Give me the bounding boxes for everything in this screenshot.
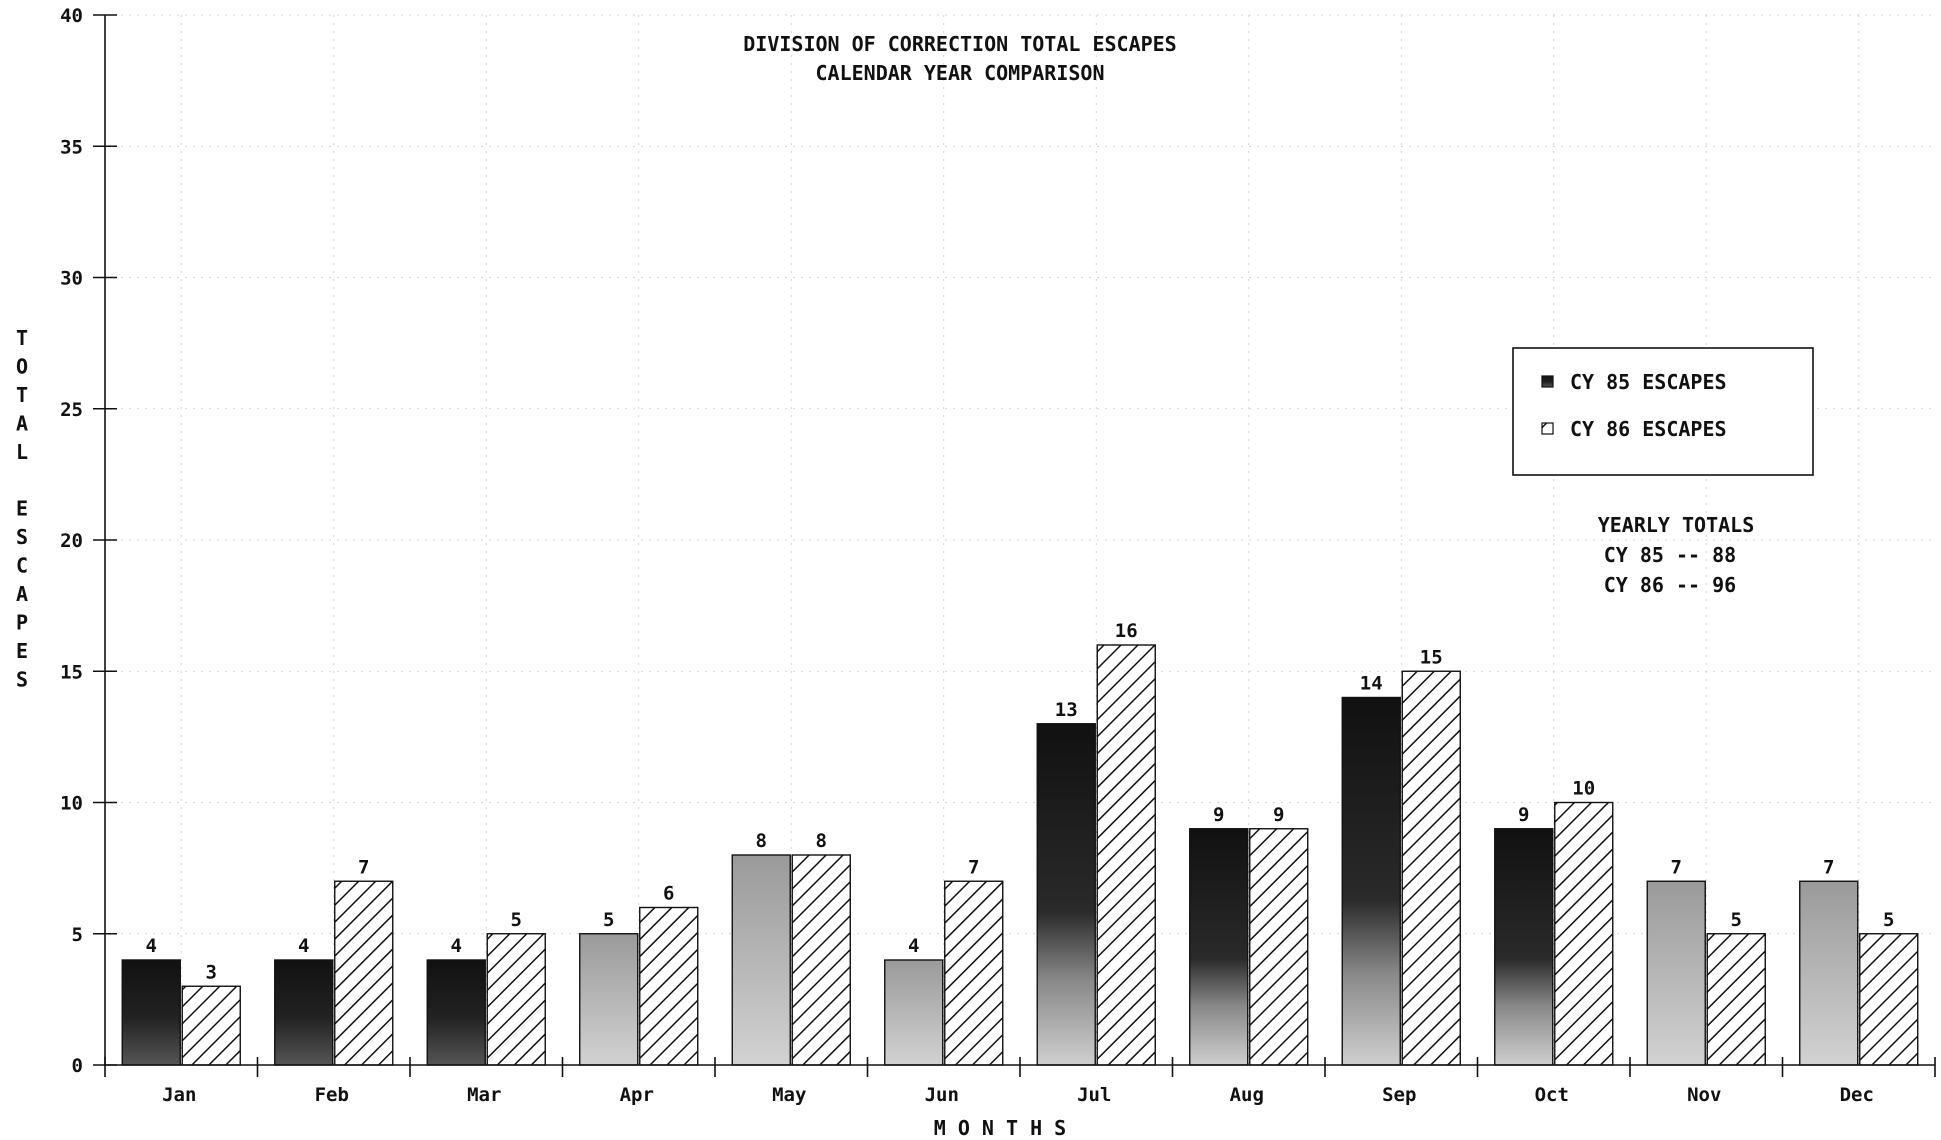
data-label-cy85-jun: 4 — [908, 935, 919, 957]
x-tick-label-feb: Feb — [315, 1084, 349, 1106]
data-label-cy85-mar: 4 — [451, 935, 462, 957]
yearly-total-cy85: CY 85 -- 88 — [1604, 543, 1736, 567]
chart-subtitle: CALENDAR YEAR COMPARISON — [816, 61, 1105, 85]
x-tick-label-jul: Jul — [1077, 1084, 1111, 1106]
legend-box — [1512, 347, 1814, 476]
data-labels: 4 3 4 7 4 5 5 6 8 8 4 7 13 16 9 9 14 15 9 10 7 5 7 5 — [146, 620, 1895, 983]
data-label-cy86-sep: 15 — [1420, 646, 1443, 668]
yearly-total-cy86: CY 86 -- 96 — [1604, 573, 1736, 597]
bar-cy85-aug — [1189, 828, 1249, 1066]
bar-cy86-sep — [1401, 670, 1461, 1066]
bars — [121, 644, 1919, 1066]
x-tick-label-jun: Jun — [925, 1084, 959, 1106]
legend-label-cy85: CY 85 ESCAPES — [1570, 370, 1727, 394]
bar-cy86-may — [791, 854, 851, 1066]
y-tick-label-5: 5 — [72, 924, 83, 946]
yearly-totals-heading: YEARLY TOTALS — [1598, 513, 1755, 537]
data-label-cy85-jan: 4 — [146, 935, 157, 957]
data-label-cy86-apr: 6 — [663, 883, 674, 905]
y-tick-label-40: 40 — [60, 5, 83, 27]
y-tick-label-15: 15 — [60, 661, 83, 683]
bar-cy85-jul — [1036, 723, 1096, 1066]
bar-cy85-nov — [1646, 880, 1706, 1066]
x-tick-label-mar: Mar — [467, 1084, 501, 1106]
chart-title: DIVISION OF CORRECTION TOTAL ESCAPES — [743, 32, 1176, 56]
data-label-cy86-nov: 5 — [1731, 909, 1742, 931]
legend-swatch-cy86 — [1541, 422, 1554, 435]
gridlines — [105, 14, 1935, 1065]
legend-label-cy86: CY 86 ESCAPES — [1570, 417, 1727, 441]
data-label-cy85-dec: 7 — [1823, 856, 1834, 878]
x-tick-label-aug: Aug — [1230, 1084, 1264, 1106]
bar-cy85-sep — [1341, 696, 1401, 1066]
data-label-cy85-sep: 14 — [1360, 673, 1383, 695]
bar-cy85-jun — [884, 959, 944, 1066]
y-tick-label-35: 35 — [60, 136, 83, 158]
bar-cy86-apr — [639, 906, 699, 1066]
x-tick-label-apr: Apr — [620, 1084, 654, 1106]
data-label-cy85-feb: 4 — [298, 935, 309, 957]
data-label-cy86-jun: 7 — [968, 856, 979, 878]
bar-cy86-jul — [1096, 644, 1156, 1066]
legend: CY 85 ESCAPES CY 86 ESCAPES — [1512, 347, 1814, 476]
y-tick-label-0: 0 — [72, 1055, 83, 1077]
bar-cy85-jan — [121, 959, 181, 1066]
data-label-cy86-dec: 5 — [1883, 909, 1894, 931]
data-label-cy86-aug: 9 — [1273, 804, 1284, 826]
bar-cy85-dec — [1799, 880, 1859, 1066]
x-tick-label-jan: Jan — [162, 1084, 196, 1106]
bar-cy86-aug — [1249, 828, 1309, 1066]
bar-cy85-feb — [274, 959, 334, 1066]
bar-cy85-mar — [426, 959, 486, 1066]
data-label-cy86-mar: 5 — [511, 909, 522, 931]
x-tick-label-oct: Oct — [1535, 1084, 1569, 1106]
data-label-cy86-jan: 3 — [206, 961, 217, 983]
data-label-cy86-may: 8 — [816, 830, 827, 852]
bar-cy86-oct — [1554, 801, 1614, 1066]
x-tick-label-may: May — [772, 1084, 806, 1106]
bar-cy85-apr — [579, 933, 639, 1066]
data-label-cy85-may: 8 — [756, 830, 767, 852]
bar-cy85-may — [731, 854, 791, 1066]
data-label-cy85-nov: 7 — [1671, 856, 1682, 878]
data-label-cy86-oct: 10 — [1572, 778, 1595, 800]
bar-cy85-oct — [1494, 828, 1554, 1066]
bar-cy86-dec — [1859, 933, 1919, 1066]
y-ticks: 0 5 10 15 20 25 30 35 40 — [60, 5, 117, 1077]
y-tick-label-10: 10 — [60, 793, 83, 815]
data-label-cy85-oct: 9 — [1518, 804, 1529, 826]
data-label-cy85-aug: 9 — [1213, 804, 1224, 826]
yearly-totals-annotation: YEARLY TOTALS CY 85 -- 88 CY 86 -- 96 — [1598, 513, 1755, 597]
y-tick-label-25: 25 — [60, 399, 83, 421]
data-label-cy86-feb: 7 — [358, 856, 369, 878]
data-label-cy86-jul: 16 — [1115, 620, 1138, 642]
bar-cy86-jun — [944, 880, 1004, 1066]
x-tick-label-sep: Sep — [1382, 1084, 1416, 1106]
bar-cy86-nov — [1706, 933, 1766, 1066]
y-tick-label-20: 20 — [60, 530, 83, 552]
legend-swatch-cy85 — [1541, 375, 1554, 388]
x-tick-label-nov: Nov — [1687, 1084, 1721, 1106]
y-tick-label-30: 30 — [60, 268, 83, 290]
bar-cy86-jan — [181, 985, 241, 1066]
x-axis-label: M O N T H S — [934, 1116, 1066, 1140]
bar-cy86-mar — [486, 933, 546, 1066]
data-label-cy85-jul: 13 — [1055, 699, 1078, 721]
x-ticks: Jan Feb Mar Apr May Jun Jul Aug Sep Oct Nov Dec — [104, 1057, 1936, 1106]
x-tick-label-dec: Dec — [1840, 1084, 1874, 1106]
data-label-cy85-apr: 5 — [603, 909, 614, 931]
bar-cy86-feb — [334, 880, 394, 1066]
